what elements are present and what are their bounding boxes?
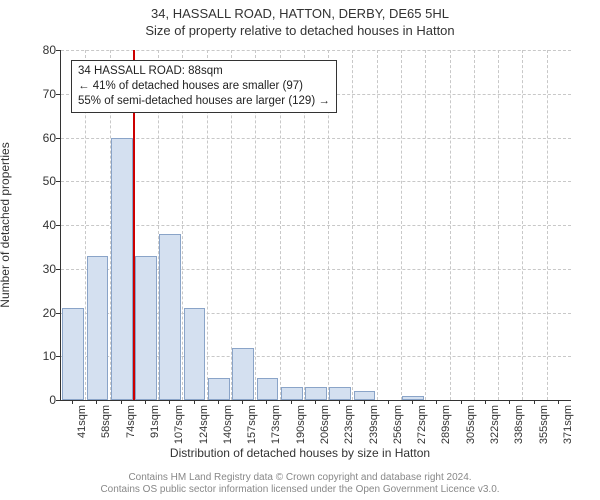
y-tick-label: 80 [28, 43, 56, 57]
x-tick-label: 74sqm [125, 405, 137, 438]
x-tick-label: 289sqm [440, 405, 452, 444]
callout-line: 34 HASSALL ROAD: 88sqm [78, 64, 330, 79]
grid-line-v [401, 50, 402, 400]
callout-line: 55% of semi-detached houses are larger (… [78, 94, 330, 109]
x-tick-label: 58sqm [100, 405, 112, 438]
histogram-bar [232, 348, 254, 401]
title-sub: Size of property relative to detached ho… [0, 21, 600, 38]
x-tick-label: 124sqm [198, 405, 210, 444]
histogram-bar [184, 308, 206, 400]
y-tick-label: 60 [28, 131, 56, 145]
grid-line-h [61, 181, 571, 182]
grid-line-v [474, 50, 475, 400]
grid-line-h [61, 138, 571, 139]
histogram-bar [62, 308, 84, 400]
grid-line-v [547, 50, 548, 400]
footer-line2: Contains OS public sector information li… [0, 484, 600, 496]
histogram-bar [159, 234, 181, 400]
histogram-bar [354, 391, 376, 400]
title-main: 34, HASSALL ROAD, HATTON, DERBY, DE65 5H… [0, 0, 600, 21]
x-tick-label: 190sqm [295, 405, 307, 444]
grid-line-v [425, 50, 426, 400]
grid-line-v [450, 50, 451, 400]
chart-container: 34, HASSALL ROAD, HATTON, DERBY, DE65 5H… [0, 0, 600, 500]
grid-line-v [352, 50, 353, 400]
histogram-bar [111, 138, 133, 401]
y-tick-label: 20 [28, 306, 56, 320]
x-tick-label: 239sqm [368, 405, 380, 444]
x-tick-label: 355sqm [538, 405, 550, 444]
callout-line: ← 41% of detached houses are smaller (97… [78, 79, 330, 94]
histogram-bar [402, 396, 424, 400]
grid-line-h [61, 50, 571, 51]
x-tick-label: 223sqm [343, 405, 355, 444]
x-tick-label: 140sqm [222, 405, 234, 444]
x-tick-label: 272sqm [416, 405, 428, 444]
y-axis-label: Number of detached properties [0, 142, 12, 307]
x-tick-label: 157sqm [246, 405, 258, 444]
x-tick-label: 173sqm [270, 405, 282, 444]
x-tick-label: 41sqm [76, 405, 88, 438]
histogram-bar [257, 378, 279, 400]
y-tick-label: 50 [28, 174, 56, 188]
histogram-bar [135, 256, 157, 400]
footer-line1: Contains HM Land Registry data © Crown c… [0, 472, 600, 484]
x-tick-label: 91sqm [149, 405, 161, 438]
histogram-bar [87, 256, 109, 400]
plot-area: 34 HASSALL ROAD: 88sqm← 41% of detached … [60, 50, 571, 401]
x-tick-label: 371sqm [562, 405, 574, 444]
y-tick-label: 40 [28, 218, 56, 232]
grid-line-v [498, 50, 499, 400]
grid-line-v [522, 50, 523, 400]
x-tick-label: 206sqm [319, 405, 331, 444]
y-tick-label: 30 [28, 262, 56, 276]
histogram-bar [329, 387, 351, 400]
x-tick-label: 107sqm [173, 405, 185, 444]
x-tick-label: 305sqm [465, 405, 477, 444]
grid-line-h [61, 225, 571, 226]
x-tick-label: 322sqm [489, 405, 501, 444]
callout-box: 34 HASSALL ROAD: 88sqm← 41% of detached … [71, 60, 337, 113]
histogram-bar [281, 387, 303, 400]
y-tick-label: 70 [28, 87, 56, 101]
y-tick-label: 0 [28, 393, 56, 407]
footer: Contains HM Land Registry data © Crown c… [0, 472, 600, 496]
histogram-bar [208, 378, 230, 400]
x-tick-label: 256sqm [392, 405, 404, 444]
histogram-bar [305, 387, 327, 400]
grid-line-v [377, 50, 378, 400]
x-axis-label: Distribution of detached houses by size … [0, 446, 600, 460]
y-tick-label: 10 [28, 349, 56, 363]
x-tick-label: 338sqm [513, 405, 525, 444]
